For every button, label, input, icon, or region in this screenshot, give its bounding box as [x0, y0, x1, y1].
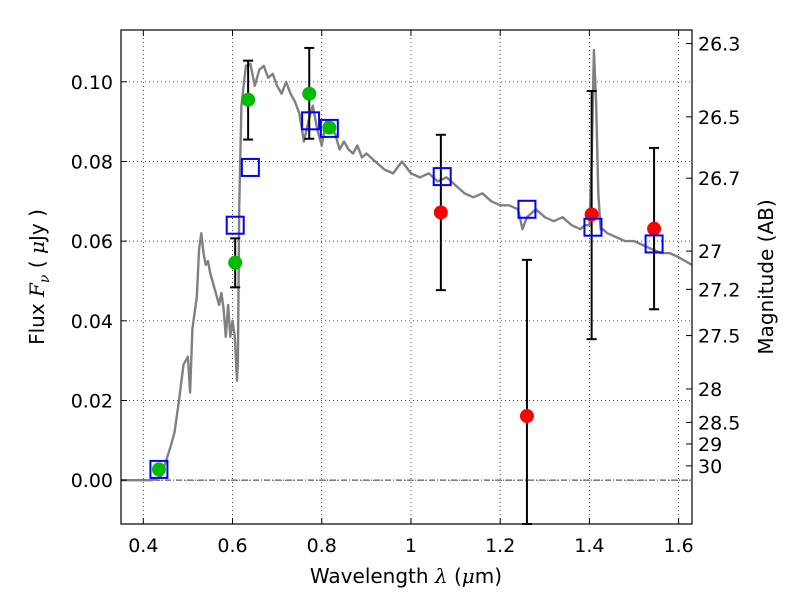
x-tick-label: 1.4 [574, 535, 604, 557]
x-tick-label: 0.4 [128, 535, 158, 557]
model-band-box [644, 234, 664, 254]
model-band-box [583, 217, 603, 237]
red-data-point [647, 221, 662, 236]
red-data-point [519, 409, 534, 424]
model-band-boxes [149, 111, 664, 479]
x-tick-labels: 0.4 0.6 0.8 1 1.2 1.4 1.6 [128, 535, 694, 557]
model-band-box [432, 167, 452, 187]
y-tick-label: 0.04 [71, 311, 113, 333]
y-tick-label: 0.06 [71, 231, 113, 253]
plot-frame [120, 29, 693, 525]
y-tick-label: 0.00 [71, 470, 113, 492]
magnitude-tick-label: 26.7 [698, 168, 740, 190]
model-band-box [149, 459, 169, 479]
model-band-box [240, 157, 260, 177]
y-tick-label: 0.02 [71, 391, 113, 413]
error-bars [230, 46, 660, 525]
y-tick-labels: 0.00 0.02 0.04 0.06 0.08 0.10 [71, 72, 113, 492]
axis-ticks [121, 30, 692, 524]
magnitude-axis-label: Magnitude (AB) [754, 199, 778, 354]
x-tick-label: 0.6 [217, 535, 247, 557]
x-tick-label: 1 [405, 535, 417, 557]
magnitude-tick-label: 27.5 [698, 326, 740, 348]
magnitude-tick-label: 30 [698, 456, 722, 478]
green-data-point [241, 92, 256, 107]
magnitude-tick-label: 29 [698, 434, 722, 456]
model-band-box [225, 215, 245, 235]
y-axis-label: Flux Fν ( μJy ) [25, 209, 53, 345]
plot-background [121, 30, 692, 524]
x-tick-label: 0.8 [307, 535, 337, 557]
y-tick-label: 0.08 [71, 151, 113, 173]
red-data-point [433, 205, 448, 220]
magnitude-tick-label: 27.2 [698, 279, 740, 301]
green-data-point [228, 255, 243, 270]
magnitude-tick-label: 28 [698, 379, 722, 401]
magnitude-tick-label: 26.5 [698, 107, 740, 129]
x-tick-label: 1.6 [664, 535, 694, 557]
model-band-box [517, 199, 537, 219]
magnitude-tick-label: 26.3 [698, 34, 740, 56]
green-data-point [302, 86, 317, 101]
data-points [151, 86, 662, 477]
x-tick-label: 1.2 [485, 535, 515, 557]
green-data-point [322, 120, 337, 135]
model-band-box [319, 118, 339, 138]
green-data-point [151, 462, 166, 477]
magnitude-tick-label: 27 [698, 241, 722, 263]
x-axis-label: Wavelength λ (μm) [310, 564, 502, 588]
y-tick-label: 0.10 [71, 72, 113, 94]
model-band-box [301, 111, 321, 131]
magnitude-tick-label: 28.5 [698, 412, 740, 434]
